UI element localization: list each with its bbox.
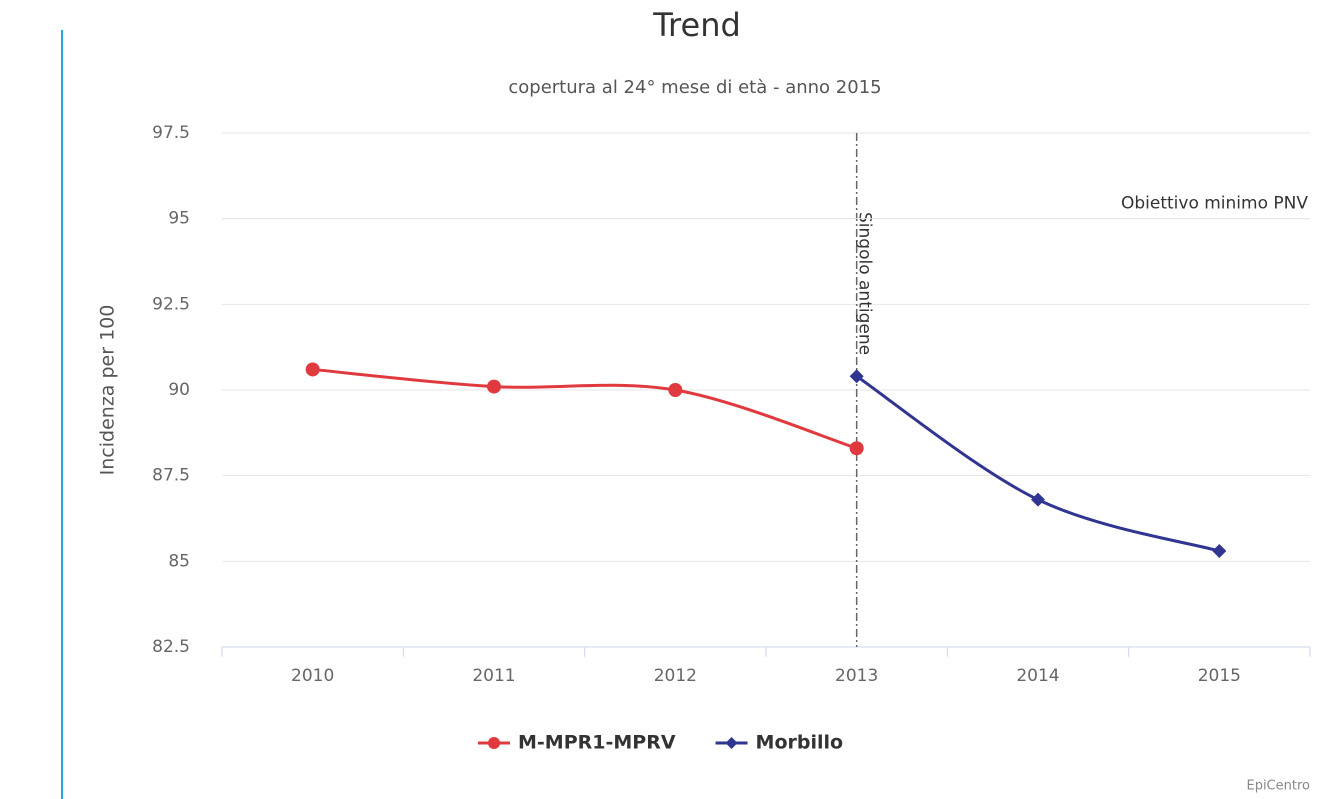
legend-symbol <box>725 737 738 749</box>
y-tick-label: 82.5 <box>152 637 190 657</box>
series-line <box>312 367 858 450</box>
y-tick-label: 97.5 <box>152 123 190 143</box>
series-line <box>855 375 1220 553</box>
x-tick-label: 2014 <box>1016 666 1059 686</box>
legend-label: Morbillo <box>756 732 844 754</box>
y-axis-title: Incidenza per 100 <box>97 305 119 476</box>
plot-line-label: Singolo antigene <box>855 212 875 355</box>
point <box>487 379 501 394</box>
legend-item: M-MPR1-MPRV <box>478 732 676 754</box>
y-tick-label: 87.5 <box>152 466 190 486</box>
y-tick-label: 85 <box>168 551 190 571</box>
y-tick-label: 92.5 <box>152 294 190 314</box>
credits: EpiCentro <box>1246 779 1310 794</box>
plot-line-label: Obiettivo minimo PNV <box>1121 194 1308 214</box>
x-tick-label: 2015 <box>1198 666 1241 686</box>
chart-subtitle: copertura al 24° mese di età - anno 2015 <box>508 77 881 98</box>
y-tick-label: 95 <box>168 209 190 229</box>
chart-title: Trend <box>652 6 741 44</box>
point <box>1212 544 1227 559</box>
y-tick-label: 90 <box>168 380 190 400</box>
x-tick-label: 2011 <box>472 666 515 686</box>
legend-label: M-MPR1-MPRV <box>518 732 676 754</box>
legend-item: Morbillo <box>715 732 844 754</box>
point <box>1031 492 1045 507</box>
x-tick-label: 2013 <box>835 666 878 686</box>
x-tick-label: 2012 <box>654 666 697 686</box>
point <box>849 369 864 384</box>
point <box>668 383 683 397</box>
point <box>849 441 864 456</box>
legend-symbol <box>488 737 500 749</box>
x-tick-label: 2010 <box>291 666 334 686</box>
point <box>305 362 320 377</box>
